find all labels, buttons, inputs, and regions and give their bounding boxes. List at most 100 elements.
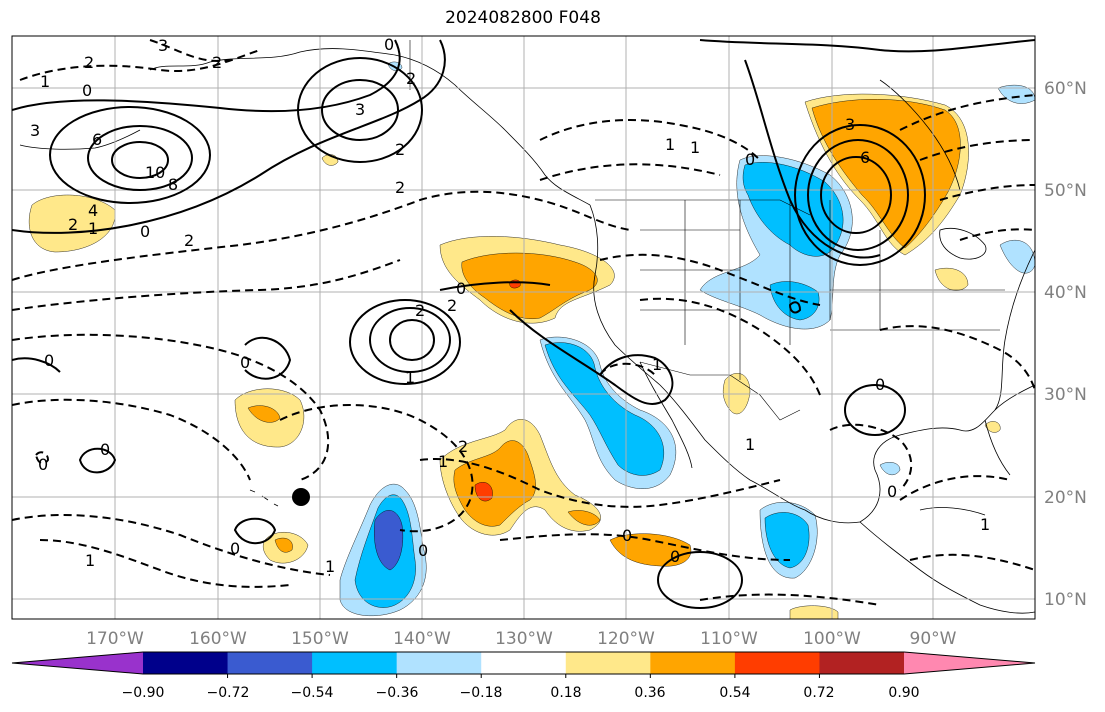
contour-label: 4 [88, 201, 98, 220]
dash-gulf-2 [899, 475, 1011, 501]
contour-label: 6 [860, 148, 870, 167]
dash-east-4 [959, 228, 1035, 241]
dash-east-pacific-2 [499, 533, 791, 561]
contour-label: 8 [168, 175, 178, 194]
contour-low-center-3 [49, 106, 211, 204]
contour-label: 1 [88, 219, 98, 238]
dash-east-1 [899, 94, 1035, 131]
lakes [939, 228, 987, 260]
contour-gyre-2 [297, 57, 423, 163]
contour-label: 0 [230, 539, 240, 558]
coast-florida [984, 419, 1011, 476]
shade-yellow-west [28, 194, 116, 253]
contour-label: 0 [418, 541, 428, 560]
lon-tick-label: 140°W [393, 629, 451, 649]
contour-north-1 [699, 39, 1035, 53]
contour-label: 1 [405, 368, 415, 387]
dash-north-pacific-1 [19, 49, 261, 81]
colorbar-segment [650, 652, 736, 674]
contour-low-center-2 [87, 125, 193, 191]
dash-canada-1 [539, 119, 761, 161]
dash-hawaii-ring [279, 404, 474, 533]
colorbar-tick-label: 0.36 [634, 685, 665, 701]
dash-north-pacific-3 [12, 259, 401, 311]
contour-label: 3 [845, 115, 855, 134]
shade-blue-gulf [764, 512, 810, 569]
contour-label: 0 [745, 150, 755, 169]
coast-central-america [859, 521, 1035, 614]
lon-axis: 170°W 160°W 150°W 140°W 130°W 120°W 110°… [86, 629, 957, 649]
shade-yellow-lakes [934, 267, 969, 291]
lat-tick-label: 50°N [1044, 181, 1087, 201]
colorbar-segment [734, 652, 820, 674]
contour-label: 1 [325, 557, 335, 576]
lon-tick-label: 120°W [597, 629, 655, 649]
dash-east-pacific-1 [419, 458, 781, 508]
dash-central-4 [39, 539, 291, 588]
cuba [919, 507, 986, 516]
colorbar-segment [396, 652, 482, 674]
contour-label: 2 [458, 437, 468, 456]
lat-axis: 60°N 50°N 40°N 30°N 20°N 10°N [1044, 79, 1087, 610]
contour-label: 0 [240, 353, 250, 372]
shade-royal-central [374, 510, 403, 571]
shade-orange-tropics [609, 533, 692, 567]
contour-label: 0 [100, 440, 110, 459]
contour-label: 0 [38, 455, 48, 474]
contour-offshore-0 [439, 281, 551, 291]
lat-tick-label: 60°N [1044, 79, 1087, 99]
colorbar-segment [819, 652, 905, 674]
contour-label: 0 [875, 375, 885, 394]
shade-yellow-small-east [984, 421, 1001, 433]
contour-high-3 [349, 299, 461, 385]
contour-label: 0 [622, 526, 632, 545]
contour-low-center-1 [111, 141, 169, 179]
colorbar-segment [143, 652, 229, 674]
colorbar-outline [11, 651, 1036, 675]
colorbar-tick-label: 0.54 [719, 685, 750, 701]
map-title: 2024082800 F048 [445, 8, 601, 28]
dash-baja-loop [599, 362, 656, 376]
colorbar [11, 651, 1036, 678]
contour-label: 3 [30, 121, 40, 140]
shade-lightblue-small [879, 462, 901, 476]
contour-band-2 [12, 39, 401, 113]
contour-label: 1 [690, 138, 700, 157]
contour-label: 3 [355, 100, 365, 119]
state-lines [640, 200, 1005, 380]
contour-florida [844, 384, 906, 436]
dash-us-2 [639, 297, 821, 396]
dash-gulf-3 [909, 553, 1035, 571]
shade-orange-hawaii-north [247, 405, 281, 423]
contour-label: 0 [456, 279, 466, 298]
dash-north-pacific-2 [12, 190, 631, 281]
contour-west-edge [12, 357, 61, 373]
contour-plains [788, 301, 802, 314]
contour-label: 1 [980, 515, 990, 534]
lon-tick-label: 150°W [291, 629, 349, 649]
contour-label: 2 [406, 69, 416, 88]
dashed-contours [12, 39, 1035, 606]
contour-label: 2 [212, 53, 222, 72]
location-marker [292, 488, 310, 506]
lon-tick-label: 130°W [495, 629, 553, 649]
contour-gyre-1 [321, 79, 399, 141]
contour-label: 1 [438, 452, 448, 471]
contour-label: 2 [84, 53, 94, 72]
contour-pacific-1 [78, 447, 117, 474]
lat-tick-label: 30°N [1044, 385, 1087, 405]
contour-label: 0 [384, 35, 394, 54]
colorbar-labels: −0.90 −0.72 −0.54 −0.36 −0.18 0.18 0.36 … [122, 685, 920, 701]
lon-tick-label: 170°W [86, 629, 144, 649]
colorbar-segment [481, 652, 567, 674]
contour-label: 1 [40, 72, 50, 91]
map-frame [11, 35, 1036, 620]
colorbar-tick-label: −0.36 [376, 685, 419, 701]
shade-orange-subtropics [453, 440, 536, 527]
contour-band-1 [12, 39, 446, 234]
shade-red-subtropics [474, 482, 493, 502]
dash-canada-2 [539, 163, 721, 181]
contour-pacific-2 [244, 336, 292, 380]
shade-blue-plains [769, 281, 820, 321]
contour-canada-3 [820, 156, 892, 234]
